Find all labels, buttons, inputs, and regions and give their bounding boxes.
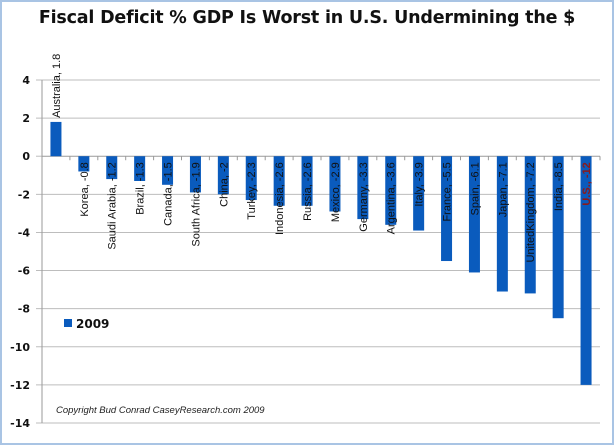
bar-mexico <box>329 156 341 212</box>
data-label-south-africa: South Africa, -1.9 <box>190 162 202 246</box>
data-label-saudi-arabia: Saudi Arabia, -1.2 <box>107 162 119 249</box>
data-label-australia: Australia, 1.8 <box>51 54 63 118</box>
bar-unitedkingdom <box>524 156 536 294</box>
bar-japan <box>496 156 508 292</box>
bar-spain <box>468 156 480 273</box>
data-label-mexico: Mexico, -2.9 <box>330 162 342 222</box>
y-tick-label: -8 <box>18 303 30 316</box>
y-tick-label: 0 <box>22 150 30 163</box>
copyright-annotation: Copyright Bud Conrad CaseyResearch.com 2… <box>56 405 265 416</box>
data-label-spain: Spain, -6.1 <box>469 162 481 215</box>
bar-australia <box>50 121 62 157</box>
y-tick-label: 4 <box>22 74 30 87</box>
y-axis-ticks: 4 2 0 -2 -4 -6 -8 -10 -12 -14 <box>10 74 30 430</box>
data-label-russia: Russia, -2.6 <box>302 162 314 221</box>
bar-indonesia <box>273 156 285 206</box>
legend: 2009 <box>64 317 109 331</box>
data-labels: Australia, 1.8 Korea, -0.8 Saudi Arabia, -… <box>51 54 593 263</box>
data-label-italy: Italy, -3.9 <box>414 162 426 206</box>
data-label-brazil: Brazil, -1.3 <box>135 162 147 215</box>
data-label-china: China, -2 <box>218 162 230 207</box>
bar-russia <box>301 156 313 206</box>
y-tick-label: -4 <box>18 226 31 239</box>
data-label-argentina: Argentina, -3.6 <box>386 162 398 234</box>
bar-germany <box>357 156 369 220</box>
bar-canada <box>162 156 174 185</box>
data-label-korea: Korea, -0.8 <box>79 162 91 216</box>
data-label-canada: Canada, -1.5 <box>163 162 175 226</box>
gridlines <box>36 79 600 424</box>
y-tick-label: 2 <box>22 112 30 125</box>
y-tick-label: -2 <box>18 188 30 201</box>
data-label-unitedkingdom: UnitedKingdom, -7.2 <box>525 162 537 262</box>
bars <box>50 121 592 385</box>
y-tick-label: -10 <box>10 341 30 354</box>
y-tick-label: -12 <box>10 379 30 392</box>
y-tick-label: -6 <box>18 265 31 278</box>
bar-italy <box>413 156 425 231</box>
x-axis-minor-ticks <box>69 156 601 161</box>
legend-swatch-2009 <box>64 319 72 327</box>
data-label-japan: Japan, -7.1 <box>497 162 509 217</box>
chart-title: Fiscal Deficit % GDP Is Worst in U.S. Un… <box>38 8 576 28</box>
bar-argentina <box>385 156 397 225</box>
legend-label-2009: 2009 <box>76 317 109 331</box>
bar-france <box>441 156 453 262</box>
data-label-turkey: Turkey, -2.3 <box>246 162 258 219</box>
data-label-india: India, -8.5 <box>553 162 565 211</box>
bar-u-s <box>580 156 592 385</box>
data-label-france: France, -5.5 <box>442 162 454 221</box>
bar-korea <box>78 156 90 172</box>
data-label-germany: Germany, -3.3 <box>358 162 370 232</box>
bar-india <box>552 156 564 319</box>
data-label-u-s: U.S., -12 <box>581 162 593 205</box>
y-tick-label: -14 <box>10 417 30 430</box>
bar-saudi-arabia <box>106 156 118 180</box>
data-label-indonesia: Indonesia, -2.6 <box>274 162 286 235</box>
bar-china <box>217 156 229 195</box>
bar-brazil <box>134 156 146 181</box>
bar-turkey <box>245 156 257 201</box>
bar-south-africa <box>189 156 201 193</box>
